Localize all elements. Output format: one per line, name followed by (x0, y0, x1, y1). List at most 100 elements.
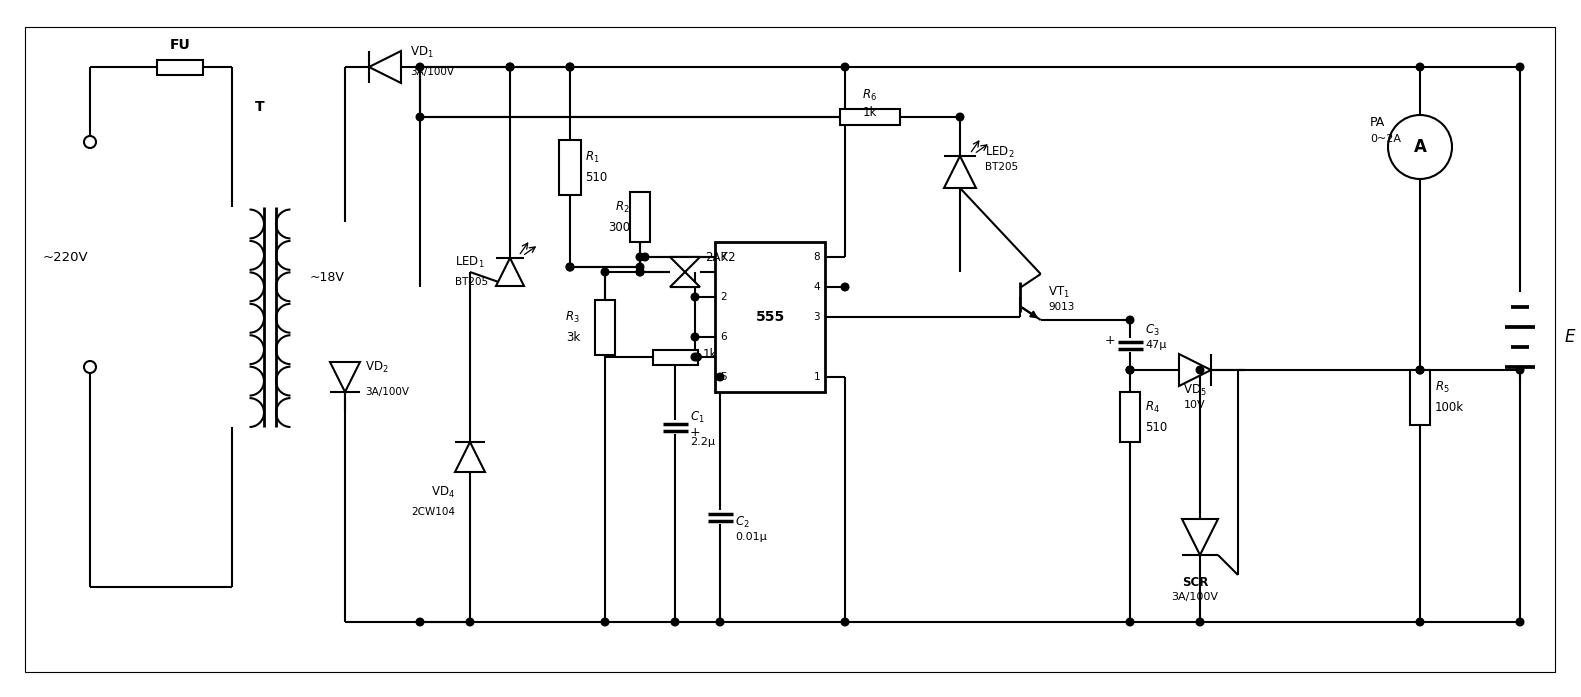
Bar (840, 109, 900, 125)
Text: 6: 6 (719, 332, 727, 342)
Circle shape (841, 618, 849, 626)
Circle shape (1417, 366, 1424, 374)
Circle shape (1126, 316, 1134, 324)
Circle shape (1516, 618, 1524, 626)
Text: SCR: SCR (1183, 576, 1208, 588)
Circle shape (601, 618, 609, 626)
Circle shape (1197, 618, 1203, 626)
Circle shape (566, 263, 574, 271)
Polygon shape (496, 258, 523, 286)
Bar (1410, 369, 1429, 424)
Text: 47μ: 47μ (1145, 340, 1167, 350)
Text: 3A/100V: 3A/100V (365, 387, 409, 397)
Text: 300: 300 (607, 220, 629, 233)
Circle shape (1197, 366, 1203, 374)
Text: ~220V: ~220V (43, 250, 89, 263)
Text: R$_6$: R$_6$ (863, 87, 877, 102)
Text: 1k: 1k (863, 105, 877, 118)
Text: 3A/100V: 3A/100V (1172, 592, 1219, 602)
Text: 10V: 10V (1184, 400, 1206, 410)
Circle shape (636, 253, 643, 261)
Circle shape (506, 63, 514, 71)
Polygon shape (944, 156, 975, 188)
Text: FU: FU (169, 38, 190, 52)
Circle shape (841, 283, 849, 291)
Circle shape (506, 63, 514, 71)
Text: A: A (1413, 138, 1426, 156)
Text: VD$_5$: VD$_5$ (1183, 383, 1206, 397)
Circle shape (566, 263, 574, 271)
Circle shape (841, 63, 849, 71)
Bar (157, 59, 202, 75)
Circle shape (716, 373, 724, 381)
Circle shape (84, 361, 96, 373)
Polygon shape (670, 257, 700, 272)
Text: 510: 510 (1145, 420, 1167, 434)
Text: 2.2μ: 2.2μ (689, 437, 715, 447)
Text: C$_1$: C$_1$ (689, 409, 705, 424)
Text: LED$_1$: LED$_1$ (455, 254, 485, 270)
Text: E: E (1565, 328, 1576, 346)
Circle shape (1417, 618, 1424, 626)
Bar (715, 242, 825, 392)
Text: C$_3$: C$_3$ (1145, 323, 1160, 337)
Text: R$_4$: R$_4$ (1145, 399, 1160, 415)
Text: 9013: 9013 (1048, 302, 1075, 312)
Text: 8: 8 (813, 252, 821, 262)
Circle shape (466, 618, 474, 626)
Circle shape (1126, 366, 1134, 374)
Bar (594, 300, 615, 355)
Text: 555: 555 (756, 310, 784, 324)
Circle shape (416, 63, 424, 71)
Text: VD$_4$: VD$_4$ (432, 484, 455, 500)
Polygon shape (330, 362, 360, 392)
Text: BT205: BT205 (455, 277, 489, 287)
Circle shape (691, 293, 699, 301)
Circle shape (636, 268, 643, 276)
Text: LED$_2$: LED$_2$ (985, 144, 1015, 160)
Text: 3k: 3k (566, 330, 580, 344)
Text: R$_5$: R$_5$ (1436, 379, 1450, 395)
Circle shape (957, 113, 964, 121)
Text: VT$_1$: VT$_1$ (1048, 284, 1070, 300)
Text: 2AK2: 2AK2 (705, 250, 735, 263)
Text: C$_2$: C$_2$ (735, 514, 749, 530)
Text: 3: 3 (813, 312, 821, 322)
Bar (653, 349, 697, 365)
Text: 100k: 100k (1436, 401, 1464, 413)
Polygon shape (455, 442, 485, 472)
Polygon shape (670, 272, 700, 287)
Polygon shape (368, 51, 402, 83)
Circle shape (642, 253, 648, 261)
Circle shape (566, 63, 574, 71)
Polygon shape (1179, 354, 1211, 386)
Text: 4: 4 (813, 282, 821, 292)
Text: +: + (1105, 333, 1115, 346)
Circle shape (1417, 366, 1424, 374)
Circle shape (672, 618, 678, 626)
Circle shape (716, 618, 724, 626)
Bar (629, 192, 650, 242)
Circle shape (1126, 618, 1134, 626)
Text: VD$_1$: VD$_1$ (409, 45, 433, 59)
Text: 0.01μ: 0.01μ (735, 532, 767, 542)
Text: R$_1$: R$_1$ (585, 149, 599, 164)
Text: 2: 2 (719, 292, 727, 302)
Text: 0~2A: 0~2A (1371, 134, 1401, 144)
Text: R$_3$: R$_3$ (564, 309, 580, 325)
Circle shape (601, 268, 609, 276)
Text: 7: 7 (719, 252, 727, 262)
Circle shape (691, 353, 699, 361)
Circle shape (1126, 366, 1134, 374)
Text: PA: PA (1371, 116, 1385, 128)
Text: 3A/100V: 3A/100V (409, 67, 454, 77)
Text: R$_2$: R$_2$ (615, 199, 629, 215)
Text: 1k: 1k (702, 348, 716, 360)
Text: BT205: BT205 (985, 162, 1018, 172)
Circle shape (566, 63, 574, 71)
Circle shape (416, 618, 424, 626)
Polygon shape (1183, 519, 1217, 555)
Text: 5: 5 (719, 372, 727, 382)
Text: +: + (689, 425, 700, 438)
Circle shape (636, 263, 643, 271)
